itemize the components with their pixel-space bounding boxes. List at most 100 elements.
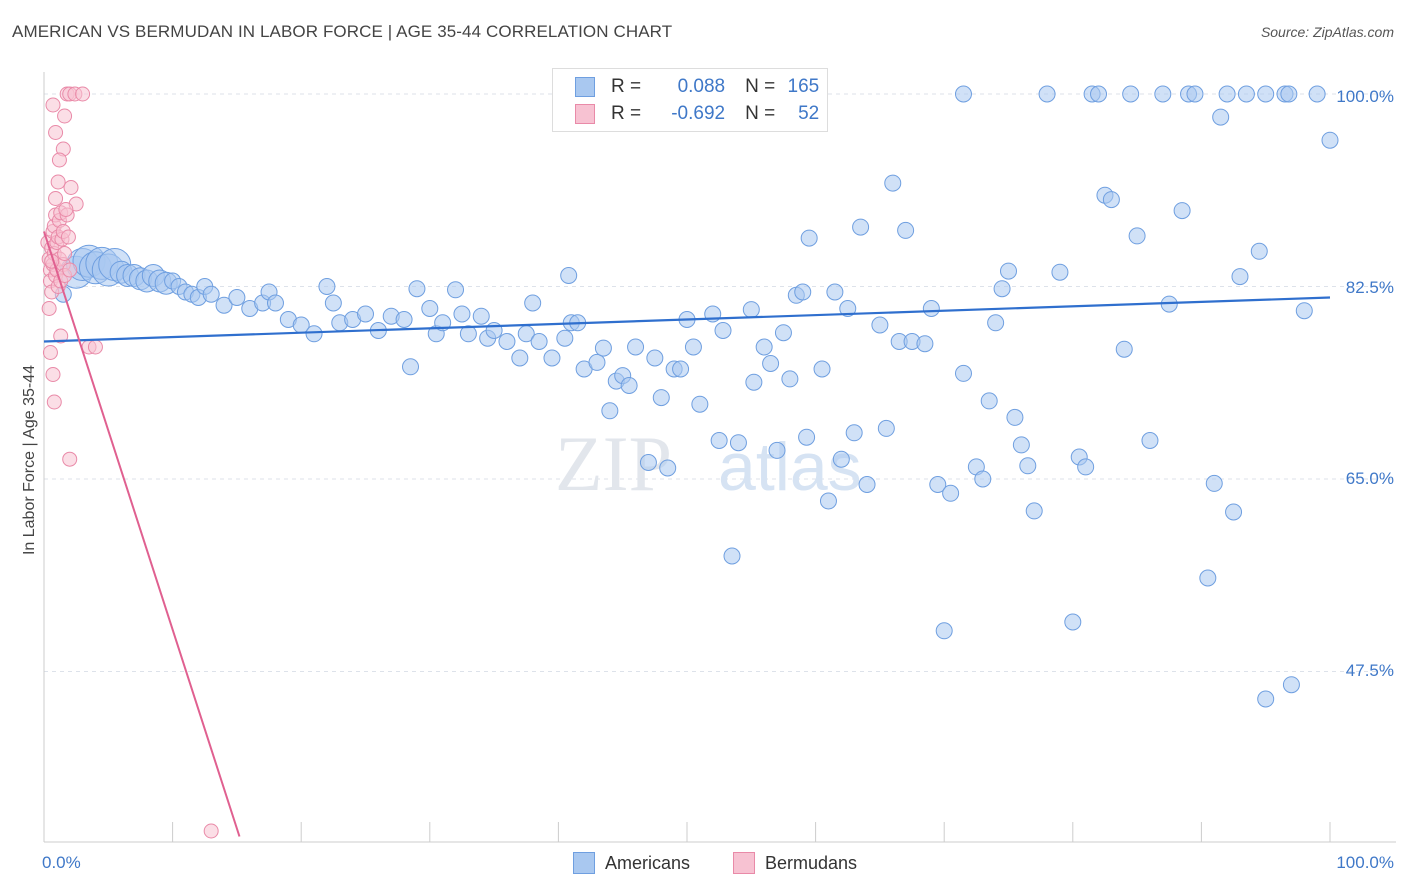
american-point-100 [852,218,870,236]
r-label: R = [611,76,642,97]
american-point-93 [800,229,818,247]
bermudan-point-47 [87,339,103,355]
american-point-104 [884,174,902,192]
americans-legend-swatch [573,852,595,874]
american-point-84 [745,373,763,391]
r-label: R = [611,103,642,124]
american-point-68 [627,338,645,356]
y-tick-82-5: 82.5% [1345,278,1394,297]
american-point-121 [1006,408,1024,426]
american-point-142 [1186,85,1204,103]
chart-title: AMERICAN VS BERMUDAN IN LABOR FORCE | AG… [12,22,673,41]
american-point-94 [813,360,831,378]
bermudan-point-49 [58,202,74,217]
x-tick-100: 100.0% [1336,853,1394,872]
american-point-133 [1102,191,1120,209]
american-point-83 [742,301,760,319]
american-point-135 [1122,85,1140,103]
american-point-112 [942,484,960,502]
american-point-123 [1019,457,1037,475]
bermudan-point-36 [63,180,79,195]
american-point-85 [755,338,773,356]
y-tick-100: 100.0% [1336,87,1394,106]
legend-row-americans: R = 0.088 N = 165 [575,74,819,100]
american-point-74 [672,360,690,378]
grid-lines [44,93,1396,672]
american-point-32 [318,278,336,295]
bermudans-swatch [575,104,595,124]
american-point-140 [1173,202,1191,220]
american-point-28 [266,294,284,312]
american-point-57 [556,329,574,347]
american-point-117 [980,392,998,410]
bermudan-point-23 [57,246,73,261]
american-point-136 [1128,227,1146,245]
american-point-98 [839,300,857,317]
american-point-127 [1064,613,1082,631]
source-label: Source: ZipAtlas.com [1260,24,1394,40]
legend-item-americans[interactable]: Americans [573,852,690,874]
americans-points [54,85,1339,708]
american-point-106 [897,221,915,239]
american-point-102 [871,316,889,334]
american-point-76 [684,338,702,356]
american-point-31 [305,325,323,343]
american-point-137 [1141,432,1159,449]
american-point-116 [974,470,992,488]
american-point-33 [324,294,342,312]
bermudans-legend-swatch [733,852,755,874]
american-point-147 [1225,503,1243,521]
american-point-152 [1257,85,1275,103]
american-point-56 [543,349,561,367]
bermudan-point-31 [53,328,69,344]
bermudans-legend-label: Bermudans [765,852,858,873]
bermudans-points [40,86,219,839]
x-tick-0: 0.0% [42,853,81,872]
y-axis-label: In Labor Force | Age 35-44 [21,364,38,556]
n-value-americans: 165 [787,76,820,97]
american-point-72 [659,459,677,477]
american-point-64 [601,402,619,420]
r-value-americans: 0.088 [677,76,726,97]
bermudan-point-42 [50,174,66,190]
bermudan-point-45 [75,86,91,102]
american-point-55 [530,333,548,350]
bermudan-point-28 [42,345,58,360]
bermudan-point-29 [45,367,61,382]
american-point-156 [1295,302,1313,320]
american-point-91 [794,283,812,301]
american-point-46 [453,305,471,323]
american-point-89 [781,370,799,388]
axes [43,72,1396,843]
trend-lines [43,231,1331,837]
american-point-134 [1115,340,1133,358]
americans-swatch [575,77,595,97]
bermudan-point-44 [62,451,78,467]
bermudan-point-40 [48,125,64,140]
bermudan-point-41 [51,152,67,168]
american-point-125 [1038,85,1056,103]
american-point-54 [524,294,542,312]
american-point-97 [832,450,850,468]
american-point-149 [1237,85,1255,103]
bermudan-point-33 [57,108,73,124]
legend-item-bermudans[interactable]: Bermudans [733,852,857,874]
american-point-108 [916,335,934,353]
bermudan-point-50 [41,301,57,316]
n-label: N = [745,103,776,124]
american-point-51 [498,333,516,350]
american-point-155 [1282,676,1300,694]
american-point-22 [202,285,220,303]
bermudan-point-27 [62,262,78,278]
american-point-45 [447,281,465,299]
american-point-62 [588,353,606,371]
american-point-87 [768,441,786,459]
american-point-82 [729,434,747,452]
american-point-47 [459,325,477,343]
bermudan-point-39 [45,97,61,113]
american-point-150 [1250,242,1268,260]
american-point-126 [1051,263,1069,281]
american-point-95 [819,492,837,510]
stats-legend: R = 0.088 N = 165 R = -0.692 N = 52 [552,68,828,132]
